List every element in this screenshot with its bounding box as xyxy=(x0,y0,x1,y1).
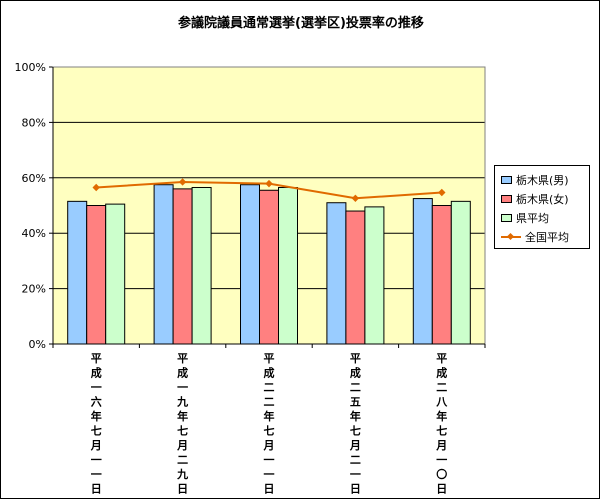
x-tick-label-char: 二 xyxy=(264,396,275,409)
x-tick-label-char: 一 xyxy=(91,381,102,394)
legend-line-marker xyxy=(501,233,521,241)
x-tick-label-char: 平 xyxy=(264,352,275,365)
y-tick-label: 20% xyxy=(22,283,46,296)
x-tick-label-char: 成 xyxy=(177,366,188,380)
line-point xyxy=(92,183,100,192)
x-tick-label-char: 年 xyxy=(350,409,361,423)
x-tick-label-char: 年 xyxy=(264,409,275,423)
x-tick-label-char: 日 xyxy=(350,483,361,496)
x-tick-label-char: 平 xyxy=(177,352,188,365)
y-tick-label: 40% xyxy=(22,227,46,240)
legend: 栃木県(男) 栃木県(女) 県平均全国平均 xyxy=(494,165,590,249)
x-tick-label-char: 二 xyxy=(264,381,275,394)
x-tick-label-char: 平 xyxy=(350,352,361,365)
line-point xyxy=(351,194,360,203)
x-tick-label-char: 月 xyxy=(263,439,275,452)
x-tick-label-char: 七 xyxy=(436,424,447,438)
x-tick-label-char: 一 xyxy=(177,381,188,394)
line-point xyxy=(438,188,446,197)
bar xyxy=(326,202,347,345)
x-tick-label-char: 一 xyxy=(436,454,447,467)
legend-item: 栃木県(女) xyxy=(501,192,569,206)
x-tick-label-char: 九 xyxy=(176,395,188,409)
x-tick-label-char: 一 xyxy=(264,454,275,467)
legend-item: 県平均 xyxy=(501,211,549,225)
x-tick-label-char: 平 xyxy=(436,352,447,365)
x-tick-label-char: 成 xyxy=(91,366,102,380)
bar xyxy=(172,188,193,345)
bar xyxy=(105,203,126,345)
x-tick-label-char: 一 xyxy=(91,454,102,467)
x-tick-label-char: 日 xyxy=(177,483,188,496)
x-tick-label-char: 年 xyxy=(177,409,188,423)
legend-label: 全国平均 xyxy=(525,231,569,244)
x-tick-label-char: 年 xyxy=(91,409,102,423)
y-tick-label: 80% xyxy=(22,116,46,129)
bar xyxy=(364,206,385,345)
x-tick-label-char: 平 xyxy=(91,352,102,365)
legend-swatch xyxy=(501,214,512,222)
x-tick-label-char: 月 xyxy=(349,439,361,452)
bar xyxy=(240,184,260,345)
x-tick-label-char: 一 xyxy=(350,468,361,481)
x-tick-label-char: 月 xyxy=(435,439,447,452)
x-tick-label-char: 二 xyxy=(436,381,447,394)
bar xyxy=(345,210,366,345)
bar xyxy=(450,200,471,345)
x-tick-label-char: 二 xyxy=(350,454,361,467)
x-tick-label-char: 成 xyxy=(436,366,447,380)
x-tick-label-char: 成 xyxy=(350,366,361,380)
x-tick-label-char: 年 xyxy=(436,409,447,423)
x-tick-label-char: 七 xyxy=(264,424,275,438)
x-tick-label-char: 二 xyxy=(350,381,361,394)
x-tick-label-char: 〇 xyxy=(436,467,447,481)
legend-item: 全国平均 xyxy=(501,230,569,244)
x-tick-label-char: 日 xyxy=(91,483,102,496)
x-tick-label-char: 一 xyxy=(91,468,102,481)
x-tick-label-char: 日 xyxy=(436,483,447,496)
bar xyxy=(412,198,433,345)
x-tick-label-char: 六 xyxy=(91,395,102,409)
x-tick-label-char: 成 xyxy=(264,366,275,380)
bar xyxy=(153,184,174,345)
bar xyxy=(259,189,279,345)
x-tick-label-char: 日 xyxy=(264,483,275,496)
line-point xyxy=(178,178,187,186)
legend-item: 栃木県(男) xyxy=(501,173,569,187)
bar xyxy=(86,205,107,345)
bar xyxy=(67,200,88,345)
x-tick-label-char: 七 xyxy=(177,424,188,438)
legend-swatch xyxy=(501,195,512,203)
x-tick-label-char: 二 xyxy=(177,454,188,467)
y-tick-label: 100% xyxy=(15,61,46,74)
legend-label: 栃木県(女) xyxy=(516,193,569,206)
x-tick-label-char: 一 xyxy=(264,468,275,481)
y-tick-label: 0% xyxy=(29,338,46,351)
x-tick-label-char: 八 xyxy=(435,396,448,409)
chart-title: 参議院議員通常選挙(選挙区)投票率の推移 xyxy=(178,15,424,31)
bar xyxy=(191,186,212,345)
x-tick-label-char: 七 xyxy=(91,424,102,438)
legend-label: 栃木県(男) xyxy=(516,174,569,187)
legend-swatch xyxy=(501,176,512,184)
y-tick-label: 60% xyxy=(22,172,46,185)
x-tick-label-char: 七 xyxy=(350,424,361,438)
legend-label: 県平均 xyxy=(516,212,549,225)
line-point xyxy=(265,179,273,188)
x-tick-label-char: 九 xyxy=(176,467,188,481)
x-tick-label-char: 月 xyxy=(176,439,188,452)
bar xyxy=(278,186,298,345)
x-tick-label-char: 五 xyxy=(350,396,361,409)
x-tick-label-char: 月 xyxy=(90,439,102,452)
bar xyxy=(431,205,452,345)
